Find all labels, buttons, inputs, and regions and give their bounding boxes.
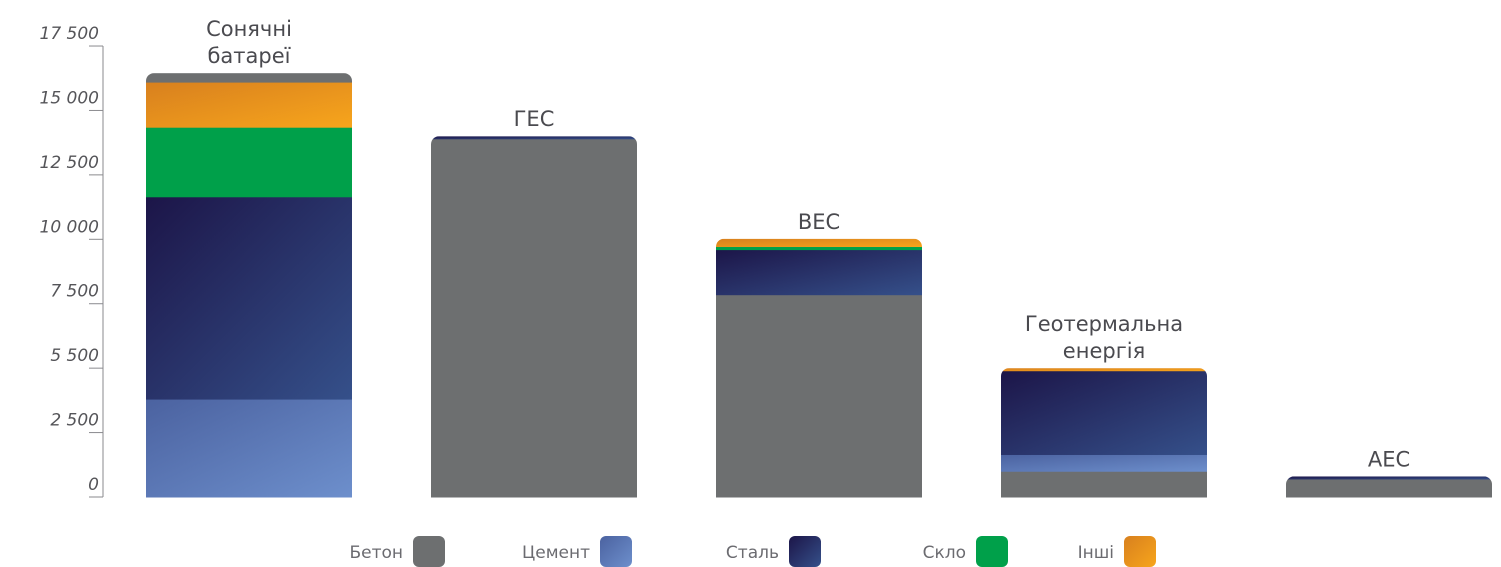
legend: Бетон Цемент Сталь Скло Інші [349,536,1156,567]
category-label: ГЕС [514,107,555,131]
category-label: АЕС [1368,447,1410,471]
legend-label: Інші [1078,543,1114,563]
bar-stack [146,73,352,498]
legend-label: Сталь [726,543,779,563]
y-tick-label: 15 000 [40,88,99,108]
bar-segment [1001,471,1207,498]
legend-swatch [976,536,1008,567]
legend-swatch [789,536,821,567]
y-tick-label: 2 500 [50,411,99,431]
bar-segment [1001,454,1207,472]
legend-label: Цемент [522,543,590,563]
y-tick-label: 12 500 [40,153,99,173]
y-tick-label: 7 500 [50,282,99,302]
category-labels: Сонячні батареї ГЕС ВЕС Геотермальна енергія А… [206,17,1410,471]
bar-segment [146,196,352,400]
category-label: Геотермальна [1025,312,1183,336]
bar-segment [716,238,922,248]
y-tick-label: 17 500 [40,24,99,44]
bar-stack [1001,368,1207,498]
bars [146,73,1492,498]
category-label: батареї [207,44,290,68]
bar-segment [1001,368,1207,372]
bar-segment [146,127,352,198]
y-tick-label: 10 000 [40,217,99,237]
legend-swatch [600,536,632,567]
bar-segment [1286,476,1492,480]
bar-segment [1001,370,1207,455]
bar-segment [146,399,352,498]
bar-stack [1286,476,1492,498]
legend-swatch [1124,536,1156,567]
category-label: Сонячні [206,17,292,41]
bar-segment [431,136,637,140]
category-label: ВЕС [798,210,840,234]
bar-segment [1286,478,1492,498]
bar-stack [716,238,922,498]
y-tick-label: 5 500 [50,346,99,366]
bar-segment [146,82,352,128]
bar-segment [146,73,352,83]
y-axis: 0 2 500 5 500 7 500 10 000 12 500 15 000 17 500 [40,24,104,498]
y-tick-label: 0 [88,475,99,495]
legend-label: Скло [923,543,966,563]
category-label: енергія [1063,339,1145,363]
bar-segment [716,249,922,296]
bar-stack [431,136,637,498]
bar-segment [716,246,922,251]
bar-segment [431,138,637,498]
legend-label: Бетон [349,543,403,563]
bar-segment [716,294,922,498]
legend-swatch [413,536,445,567]
